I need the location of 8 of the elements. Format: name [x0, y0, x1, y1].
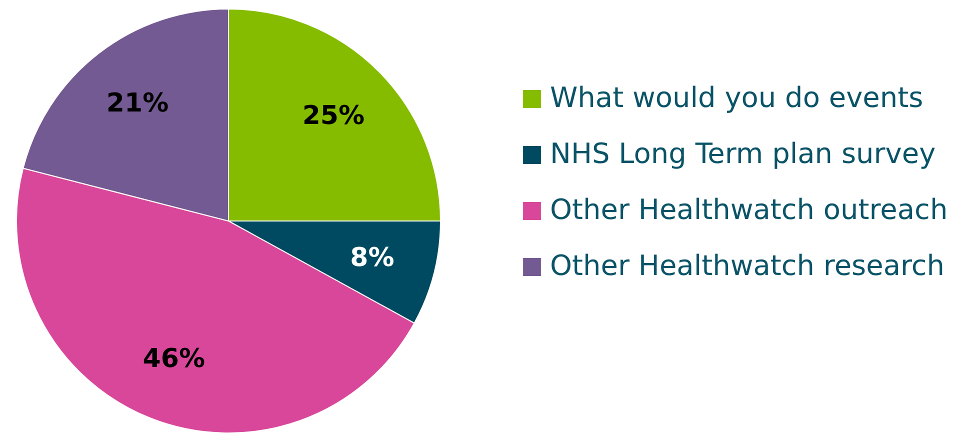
data-label: 8%	[350, 242, 394, 273]
legend-label: Other Healthwatch research	[550, 249, 945, 282]
legend-label: Other Healthwatch outreach	[550, 193, 948, 226]
data-label: 46%	[142, 344, 205, 374]
data-label: 25%	[302, 101, 365, 132]
legend-label: NHS Long Term plan survey	[550, 137, 936, 170]
data-label: 21%	[106, 88, 169, 119]
legend-label: What would you do events	[550, 81, 924, 114]
